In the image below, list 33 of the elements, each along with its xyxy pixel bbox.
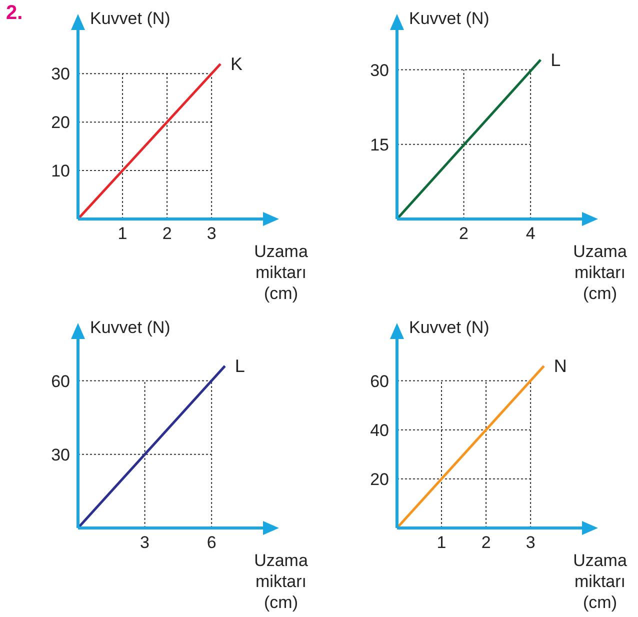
y-axis-title: Kuvvet (N) bbox=[90, 318, 170, 337]
x-tick-label: 6 bbox=[206, 533, 216, 552]
series-label: L bbox=[550, 50, 561, 70]
y-tick-label: 15 bbox=[370, 135, 389, 154]
series-label: L bbox=[234, 356, 245, 376]
y-tick-label: 30 bbox=[370, 60, 389, 80]
x-tick-label: 2 bbox=[162, 224, 172, 244]
x-tick-label: 4 bbox=[526, 224, 536, 244]
x-tick-label: 2 bbox=[481, 533, 491, 552]
series-label: N bbox=[554, 356, 567, 376]
x-tick-label: 3 bbox=[206, 224, 216, 244]
y-axis-title: Kuvvet (N) bbox=[90, 9, 170, 28]
series-label: K bbox=[230, 54, 242, 74]
x-tick-label: 3 bbox=[140, 533, 150, 552]
text: 2. bbox=[6, 2, 23, 25]
x-tick-label: 1 bbox=[436, 533, 446, 552]
y-axis-title: Kuvvet (N) bbox=[409, 318, 490, 337]
x-tick-label: 1 bbox=[118, 224, 128, 244]
y-axis-title: Kuvvet (N) bbox=[409, 9, 490, 28]
y-tick-label: 60 bbox=[51, 372, 70, 391]
x-tick-label: 2 bbox=[459, 224, 469, 244]
x-axis-title: Uzama miktarı (cm) bbox=[573, 242, 628, 303]
x-axis-title: Uzama miktarı (cm) bbox=[254, 242, 308, 303]
y-tick-label: 10 bbox=[51, 162, 70, 181]
y-tick-label: 60 bbox=[370, 372, 389, 391]
x-axis-title: Uzama miktarı (cm) bbox=[573, 551, 628, 612]
y-tick-label: 30 bbox=[51, 64, 70, 84]
y-tick-label: 20 bbox=[370, 470, 389, 489]
y-tick-label: 20 bbox=[51, 113, 70, 132]
y-tick-label: 30 bbox=[51, 445, 70, 464]
x-tick-label: 3 bbox=[526, 533, 536, 552]
x-axis-title: Uzama miktarı (cm) bbox=[254, 551, 308, 612]
y-tick-label: 40 bbox=[370, 420, 389, 440]
